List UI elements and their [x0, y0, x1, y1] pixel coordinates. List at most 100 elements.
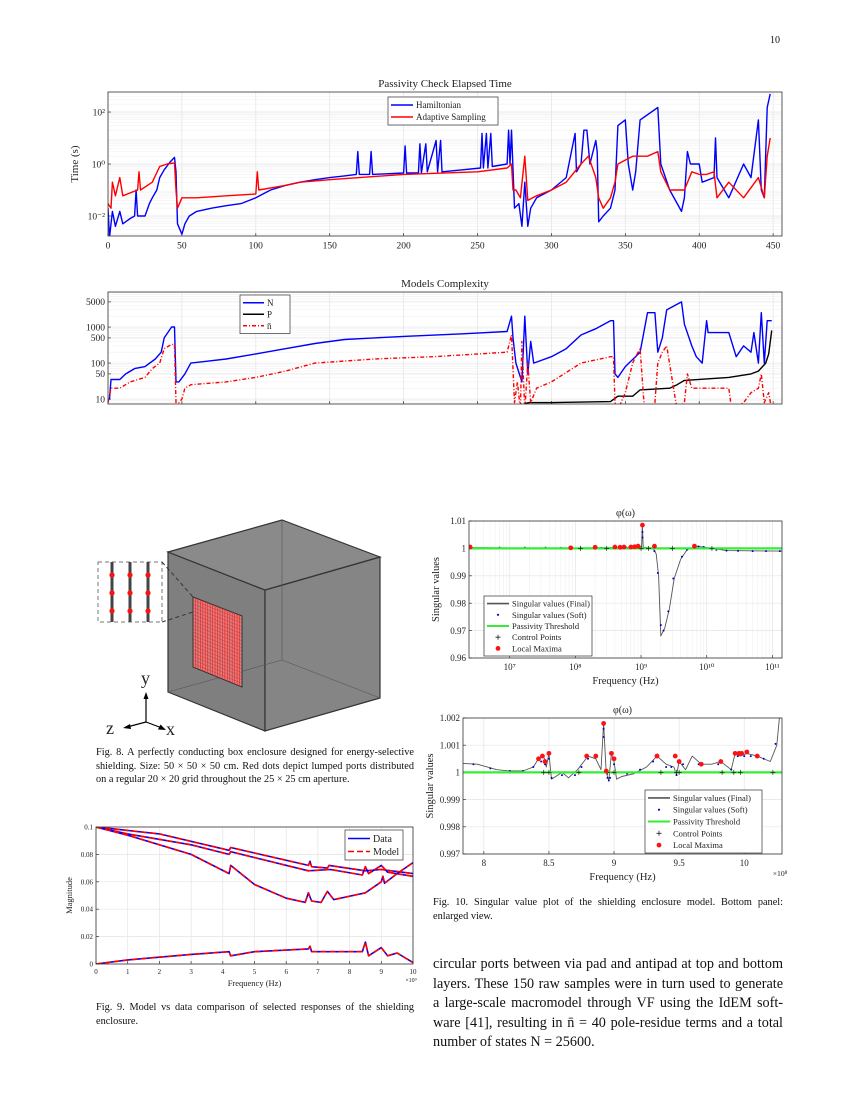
y-tick-label: 0.04	[81, 906, 94, 914]
port-row	[192, 663, 243, 684]
x-axis-multiplier: ×10⁸	[773, 869, 788, 878]
control-point	[669, 545, 675, 551]
legend-swatch	[656, 842, 662, 848]
port-row	[192, 631, 243, 652]
x-axis-label: Frequency (Hz)	[228, 978, 282, 988]
control-point	[719, 769, 725, 775]
body-paragraph: circular ports between via pad and antip…	[433, 956, 783, 1051]
z-arrowhead	[123, 724, 131, 729]
local-maximum-point	[754, 753, 760, 759]
soft-point	[680, 555, 683, 558]
chart-title: φ(ω)	[616, 508, 635, 519]
x-axis-label: x	[166, 719, 175, 739]
y-tick-label: 10⁻²	[88, 212, 106, 222]
x-tick-label: 9	[380, 968, 384, 976]
x-axis-label: Frequency (Hz)	[589, 872, 656, 883]
local-maximum-point	[698, 761, 704, 767]
legend-box	[387, 96, 499, 126]
soft-point	[670, 765, 673, 768]
local-maximum-point	[672, 753, 678, 759]
model-response-line	[96, 827, 413, 904]
soft-point	[725, 549, 728, 552]
control-point	[709, 545, 715, 551]
port-dot	[109, 590, 115, 596]
legend-label: P	[267, 309, 272, 319]
port-row	[192, 659, 243, 681]
legend-label: N	[267, 298, 274, 308]
legend-label: n̄	[267, 321, 272, 331]
control-point	[541, 769, 547, 775]
z-axis-label: z	[106, 718, 114, 738]
x-tick-label: 200	[396, 242, 411, 252]
x-tick-label: 2	[158, 968, 162, 976]
x-tick-label: 9	[612, 858, 617, 868]
legend-swatch	[656, 830, 662, 836]
soft-point	[560, 774, 563, 777]
model-response-line	[96, 827, 413, 875]
x-tick-label: 5	[253, 968, 257, 976]
soft-point	[609, 776, 612, 779]
local-maximum-point	[542, 759, 548, 764]
legend-swatch	[657, 808, 661, 811]
local-maximum-point	[612, 544, 618, 550]
y-tick-label: 1.001	[440, 740, 460, 750]
legend: Hamiltonian Adaptive Sampling	[387, 96, 499, 126]
plot-marks	[463, 718, 782, 782]
x-tick-label: 10	[410, 968, 418, 976]
local-maximum-point	[546, 750, 552, 756]
x-tick-label: 8	[348, 968, 352, 976]
x-tick-label: 250	[470, 242, 485, 252]
x-axis-label: Frequency (Hz)	[592, 676, 659, 687]
x-tick-label: 100	[249, 242, 264, 252]
soft-point	[662, 629, 665, 632]
local-maximum-point	[628, 544, 634, 550]
chart-0: 0 50 100 150 200 250 300 350 400 450 10⁻² 10⁰ 10² Pas…	[69, 78, 783, 252]
local-maximum-point	[611, 756, 617, 762]
plot-frame	[468, 520, 783, 659]
legend: NPn̄	[239, 294, 291, 334]
legend-swatch	[496, 613, 500, 616]
control-point	[737, 769, 743, 775]
soft-point	[489, 767, 492, 770]
legend-label: Singular values (Soft)	[512, 610, 587, 620]
plot-frame	[462, 717, 783, 855]
soft-point	[547, 757, 550, 760]
y-tick-label: 0.96	[450, 653, 466, 663]
local-maximum-point	[640, 522, 645, 528]
plot-frame	[107, 91, 783, 237]
legend-label: Singular values (Final)	[673, 793, 751, 803]
y-tick-label: 0.02	[81, 933, 94, 941]
y-tick-label: 0.997	[440, 849, 461, 859]
legend-swatch	[495, 646, 501, 651]
plot-marks	[96, 827, 413, 964]
soft-point	[749, 755, 752, 758]
soft-point	[675, 774, 678, 777]
local-maximum-point	[652, 543, 657, 549]
soft-point	[540, 760, 543, 763]
soft-point	[743, 755, 746, 758]
soft-point	[602, 727, 605, 730]
soft-point	[778, 550, 781, 553]
soft-point	[607, 779, 610, 782]
legend-label: Local Maxima	[512, 643, 562, 653]
local-maximum-point	[692, 543, 697, 549]
y-axis-label: Time (s)	[69, 145, 81, 183]
y-tick-label: 1.002	[440, 713, 460, 723]
series-line-n-	[108, 334, 772, 404]
control-point	[731, 769, 737, 775]
chart-title: Models Complexity	[401, 278, 489, 290]
x-tick-label: 7	[316, 968, 320, 976]
port-row	[192, 635, 243, 656]
data-response-line	[96, 827, 413, 878]
y-tick-label: 5000	[86, 298, 105, 308]
plot-marks	[469, 522, 782, 637]
soft-point	[532, 765, 535, 768]
control-point	[576, 769, 582, 775]
x-tick-label: 10⁷	[504, 662, 516, 672]
x-tick-label: 50	[177, 242, 187, 252]
soft-point	[656, 572, 659, 575]
soft-point	[697, 545, 700, 548]
series-line-n	[108, 301, 772, 400]
y-tick-label: 500	[91, 334, 106, 344]
y-axis-label: Singular values	[431, 557, 442, 622]
